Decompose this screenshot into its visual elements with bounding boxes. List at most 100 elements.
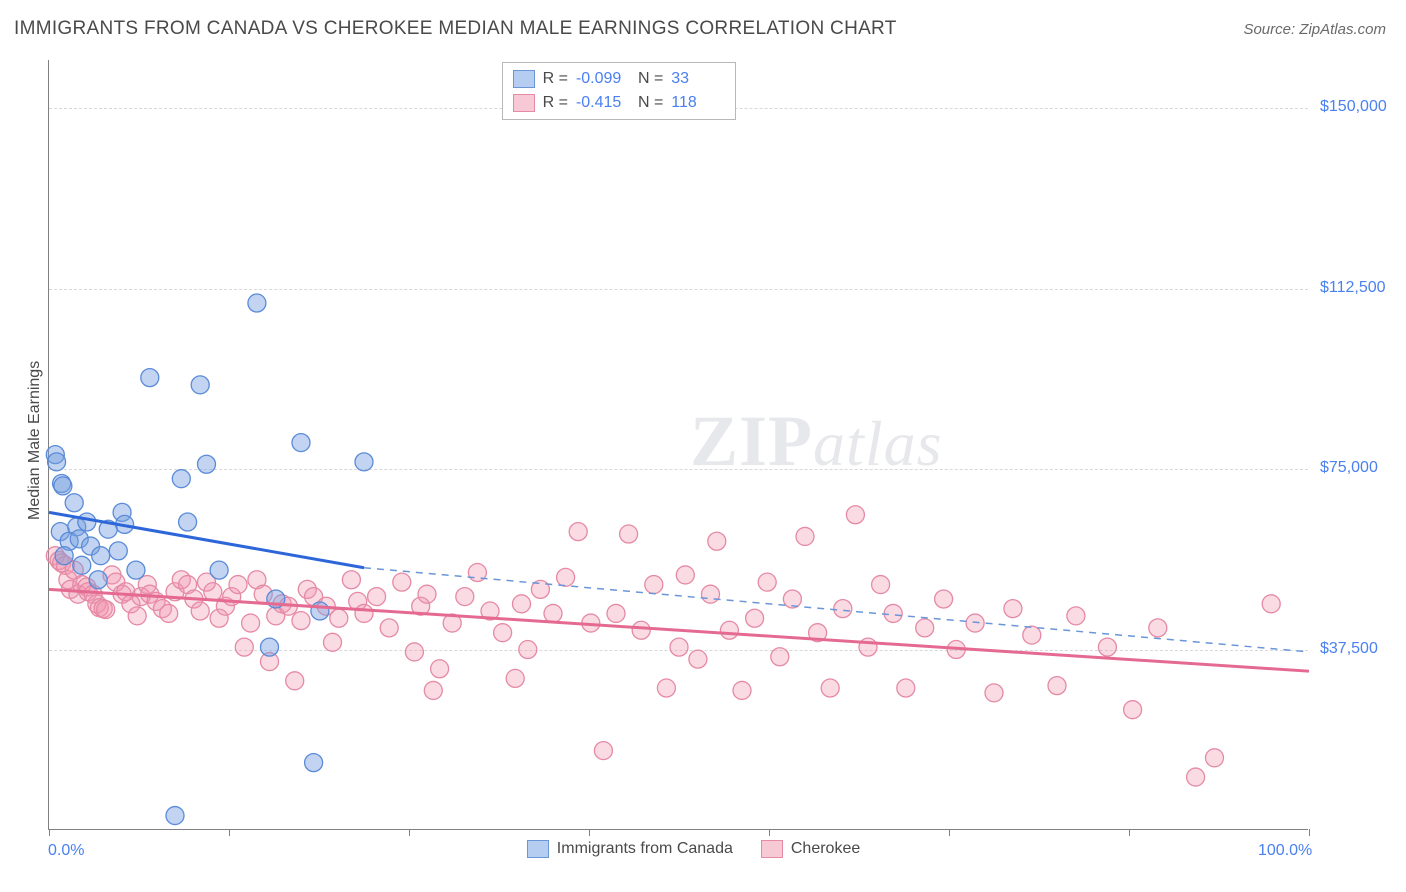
stat-n-value: 33 [671,67,725,91]
point-cherokee [1023,626,1041,644]
point-cherokee [160,604,178,622]
stat-n-label: N = [638,91,663,115]
point-cherokee [796,527,814,545]
point-cherokee [229,576,247,594]
point-cherokee [884,604,902,622]
point-cherokee [368,588,386,606]
point-cherokee [1067,607,1085,625]
point-canada [305,754,323,772]
point-cherokee [544,604,562,622]
stat-r-value: -0.415 [576,91,630,115]
point-cherokee [657,679,675,697]
point-canada [179,513,197,531]
point-canada [48,453,66,471]
x-tick-label-min: 0.0% [48,842,84,860]
x-tick-label-max: 100.0% [1258,842,1312,860]
point-cherokee [128,607,146,625]
point-cherokee [620,525,638,543]
legend-swatch [761,840,783,858]
legend-stats-box: R = -0.099 N = 33 R = -0.415 N = 118 [502,62,737,120]
legend-item: Immigrants from Canada [527,840,733,858]
point-cherokee [834,600,852,618]
point-cherokee [689,650,707,668]
title-bar: IMMIGRANTS FROM CANADA VS CHEROKEE MEDIA… [14,18,1386,40]
point-cherokee [1262,595,1280,613]
point-canada [198,455,216,473]
point-cherokee [733,681,751,699]
point-cherokee [97,601,115,619]
trend-line-cherokee [49,589,1309,671]
legend-label: Cherokee [791,840,860,858]
point-cherokee [456,588,474,606]
point-cherokee [204,583,222,601]
point-cherokee [1048,677,1066,695]
point-canada [248,294,266,312]
point-cherokee [935,590,953,608]
legend-swatch [513,94,535,112]
point-cherokee [1187,768,1205,786]
point-cherokee [418,585,436,603]
chart-title: IMMIGRANTS FROM CANADA VS CHEROKEE MEDIA… [14,18,897,40]
y-tick-label: $37,500 [1320,640,1378,658]
point-cherokee [494,624,512,642]
point-cherokee [1149,619,1167,637]
point-cherokee [292,612,310,630]
x-tick-mark [49,829,50,836]
legend-bottom: Immigrants from Canada Cherokee [527,840,860,858]
point-cherokee [513,595,531,613]
point-canada [92,547,110,565]
point-cherokee [632,621,650,639]
point-cherokee [985,684,1003,702]
x-tick-mark [409,829,410,836]
point-cherokee [607,604,625,622]
point-canada [109,542,127,560]
point-canada [210,561,228,579]
stat-n-value: 118 [671,91,725,115]
point-cherokee [758,573,776,591]
point-canada [292,434,310,452]
point-cherokee [342,571,360,589]
point-cherokee [191,602,209,620]
chart-plot-area [48,60,1308,830]
stat-r-label: R = [543,91,568,115]
point-cherokee [872,576,890,594]
point-cherokee [1124,701,1142,719]
scatter-svg [49,60,1309,830]
point-cherokee [506,669,524,687]
point-canada [261,638,279,656]
point-cherokee [424,681,442,699]
point-cherokee [821,679,839,697]
point-canada [127,561,145,579]
legend-item: Cherokee [761,840,860,858]
stat-r-label: R = [543,67,568,91]
x-tick-mark [949,829,950,836]
point-canada [78,513,96,531]
stat-r-value: -0.099 [576,67,630,91]
x-tick-mark [589,829,590,836]
point-cherokee [519,641,537,659]
point-cherokee [431,660,449,678]
point-cherokee [324,633,342,651]
x-tick-mark [1129,829,1130,836]
point-cherokee [286,672,304,690]
point-cherokee [846,506,864,524]
y-axis-label: Median Male Earnings [26,361,44,520]
point-cherokee [720,621,738,639]
point-cherokee [916,619,934,637]
y-tick-label: $75,000 [1320,459,1378,477]
y-tick-label: $150,000 [1320,98,1387,116]
point-cherokee [569,523,587,541]
point-cherokee [1004,600,1022,618]
point-cherokee [393,573,411,591]
point-canada [73,556,91,574]
stat-n-label: N = [638,67,663,91]
point-canada [54,477,72,495]
point-cherokee [645,576,663,594]
point-canada [55,547,73,565]
point-cherokee [708,532,726,550]
point-cherokee [702,585,720,603]
point-canada [89,571,107,589]
point-canada [355,453,373,471]
point-cherokee [1206,749,1224,767]
point-canada [166,807,184,825]
